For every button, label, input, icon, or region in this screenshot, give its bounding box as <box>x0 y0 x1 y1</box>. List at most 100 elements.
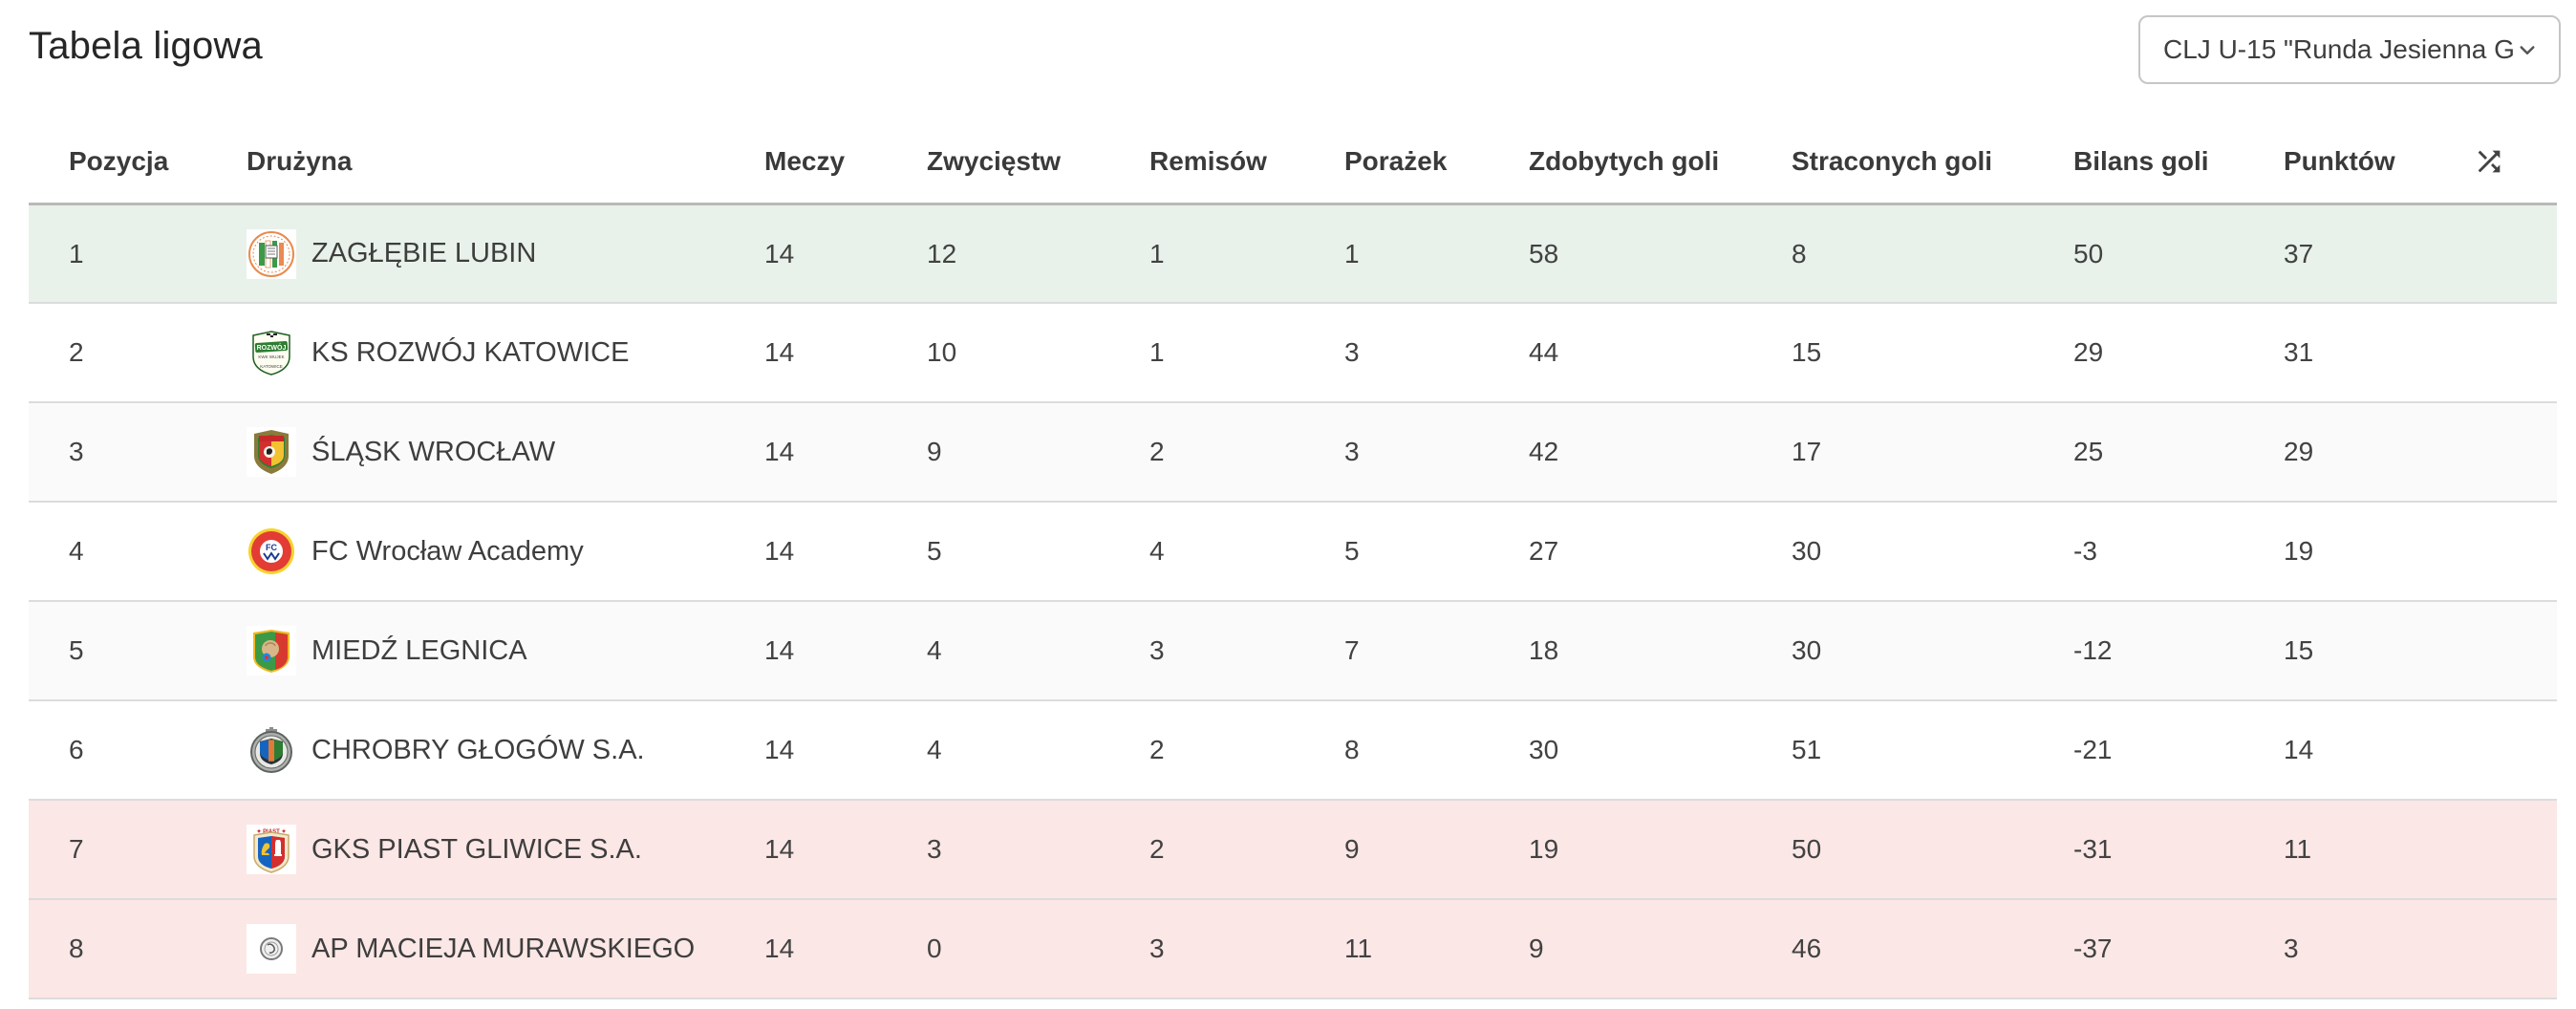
ap-murawskiego-crest-icon <box>247 924 296 974</box>
cell-goals-for: 30 <box>1529 735 1559 764</box>
cell-draws: 2 <box>1149 834 1165 864</box>
cell-goals-for: 9 <box>1529 934 1544 963</box>
cell-matches: 14 <box>764 437 795 466</box>
cell-wins: 9 <box>927 437 942 466</box>
cell-goals-for: 18 <box>1529 635 1559 665</box>
team-name: ZAGŁĘBIE LUBIN <box>311 238 537 268</box>
cell-draws: 4 <box>1149 536 1165 566</box>
table-header-row: Pozycja Drużyna Meczy Zwycięstw Remisów Poraż… <box>29 119 2557 203</box>
cell-draws: 3 <box>1149 635 1165 665</box>
table-row: 6 CHROBRY GŁOGÓW S.A. 14 4 2 8 30 51 -21 14 <box>29 699 2557 799</box>
cell-goals-against: 15 <box>1792 337 1822 367</box>
cell-team: FC FC Wrocław Academy <box>247 526 764 576</box>
header-cell-straconych-goli: Straconych goli <box>1792 145 1993 176</box>
cell-points: 14 <box>2284 735 2314 764</box>
cell-losses: 7 <box>1344 635 1360 665</box>
table-row: 3 ŚLĄSK WROCŁAW 14 9 2 3 42 17 25 29 <box>29 401 2557 501</box>
cell-losses: 11 <box>1344 934 1373 963</box>
cell-position: 1 <box>69 238 84 268</box>
cell-wins: 5 <box>927 536 942 566</box>
cell-goals-against: 8 <box>1792 238 1807 268</box>
cell-position: 7 <box>69 834 84 864</box>
team-name: MIEDŹ LEGNICA <box>311 634 527 666</box>
cell-goal-diff: -37 <box>2073 934 2113 963</box>
page-title: Tabela ligowa <box>29 25 263 67</box>
cell-draws: 2 <box>1149 735 1165 764</box>
piast-gliwice-crest-icon: ✦ PIAST ✦ <box>247 825 296 874</box>
competition-select-value: CLJ U-15 "Runda Jesienna G… <box>2163 34 2513 64</box>
cell-losses: 1 <box>1344 238 1360 268</box>
cell-losses: 3 <box>1344 337 1360 367</box>
cell-team: ŚLĄSK WROCŁAW <box>247 427 764 477</box>
fc-wroclaw-academy-crest-icon: FC <box>247 526 296 576</box>
cell-matches: 14 <box>764 834 795 864</box>
cell-points: 37 <box>2284 238 2314 268</box>
cell-goals-against: 50 <box>1792 834 1822 864</box>
miedz-legnica-crest-icon <box>247 626 296 676</box>
cell-matches: 14 <box>764 337 795 367</box>
header-cell-zdobytych-goli: Zdobytych goli <box>1529 145 1720 176</box>
table-row: 2 ROZWÓJ KWK WUJEK KATOWICE KS ROZWÓJ KATOWI… <box>29 302 2557 401</box>
table-row: 7 ✦ PIAST ✦ GKS PIAST GLIWICE S.A. 14 3 2 9 19 5… <box>29 799 2557 898</box>
cell-goal-diff: -21 <box>2073 735 2113 764</box>
cell-points: 19 <box>2284 536 2314 566</box>
cell-matches: 14 <box>764 735 795 764</box>
cell-position: 3 <box>69 437 84 466</box>
cell-losses: 8 <box>1344 735 1360 764</box>
header-cell-bilans-goli: Bilans goli <box>2073 145 2209 176</box>
cell-goals-against: 30 <box>1792 536 1822 566</box>
cell-goal-diff: -12 <box>2073 635 2113 665</box>
cell-goals-for: 58 <box>1529 238 1559 268</box>
team-name: CHROBRY GŁOGÓW S.A. <box>311 734 645 765</box>
header-cell-meczy: Meczy <box>764 145 846 176</box>
cell-goals-for: 19 <box>1529 834 1559 864</box>
cell-team: MIEDŹ LEGNICA <box>247 626 764 676</box>
slask-wroclaw-crest-icon <box>247 427 296 477</box>
cell-position: 8 <box>69 934 84 963</box>
chevron-down-icon <box>2513 35 2542 64</box>
cell-wins: 4 <box>927 635 942 665</box>
team-name: GKS PIAST GLIWICE S.A. <box>311 833 642 865</box>
table-row: 1 ZAGŁĘBIE LUBIN 14 12 1 1 58 8 50 37 <box>29 203 2557 302</box>
cell-goal-diff: -31 <box>2073 834 2113 864</box>
cell-team: CHROBRY GŁOGÓW S.A. <box>247 725 764 775</box>
cell-position: 5 <box>69 635 84 665</box>
cell-losses: 9 <box>1344 834 1360 864</box>
cell-wins: 4 <box>927 735 942 764</box>
svg-text:KWK WUJEK: KWK WUJEK <box>258 354 284 359</box>
cell-team: ROZWÓJ KWK WUJEK KATOWICE KS ROZWÓJ KATOWIC… <box>247 328 764 377</box>
team-name: AP MACIEJA MURAWSKIEGO <box>311 933 696 964</box>
cell-goal-diff: -3 <box>2073 536 2097 566</box>
rozwoj-katowice-crest-icon: ROZWÓJ KWK WUJEK KATOWICE <box>247 328 296 377</box>
cell-matches: 14 <box>764 238 795 268</box>
cell-wins: 0 <box>927 934 942 963</box>
header-cell-druzyna: Drużyna <box>247 145 353 176</box>
cell-matches: 14 <box>764 536 795 566</box>
header-cell-punktow: Punktów <box>2284 145 2395 176</box>
league-table: Pozycja Drużyna Meczy Zwycięstw Remisów Poraż… <box>29 119 2557 999</box>
shuffle-icon[interactable] <box>2473 145 2557 178</box>
cell-draws: 1 <box>1149 337 1165 367</box>
competition-select[interactable]: CLJ U-15 "Runda Jesienna G… <box>2138 15 2561 84</box>
cell-position: 4 <box>69 536 84 566</box>
cell-wins: 12 <box>927 238 957 268</box>
cell-goals-against: 17 <box>1792 437 1822 466</box>
table-row: 8 AP MACIEJA MURAWSKIEGO 14 0 3 11 9 46 -37 3 <box>29 898 2557 998</box>
header-cell-pozycja: Pozycja <box>69 145 169 176</box>
cell-goal-diff: 25 <box>2073 437 2104 466</box>
cell-goals-against: 46 <box>1792 934 1822 963</box>
table-row: 5 MIEDŹ LEGNICA 14 4 3 7 18 30 -12 15 <box>29 600 2557 699</box>
cell-points: 3 <box>2284 934 2299 963</box>
svg-text:FC: FC <box>266 543 277 552</box>
cell-goal-diff: 50 <box>2073 238 2104 268</box>
cell-points: 11 <box>2284 834 2312 864</box>
cell-draws: 1 <box>1149 238 1165 268</box>
cell-position: 6 <box>69 735 84 764</box>
svg-text:ROZWÓJ: ROZWÓJ <box>257 343 287 352</box>
table-body: 1 ZAGŁĘBIE LUBIN 14 12 1 1 58 8 50 37 2 ROZWÓJ KWK W… <box>29 203 2557 999</box>
team-name: ŚLĄSK WROCŁAW <box>311 436 556 467</box>
team-name: KS ROZWÓJ KATOWICE <box>311 336 630 368</box>
team-name: FC Wrocław Academy <box>311 535 584 567</box>
table-row: 4 FC FC Wrocław Academy 14 5 4 5 27 30 -3 19 <box>29 501 2557 600</box>
header-cell-remisow: Remisów <box>1149 145 1267 176</box>
